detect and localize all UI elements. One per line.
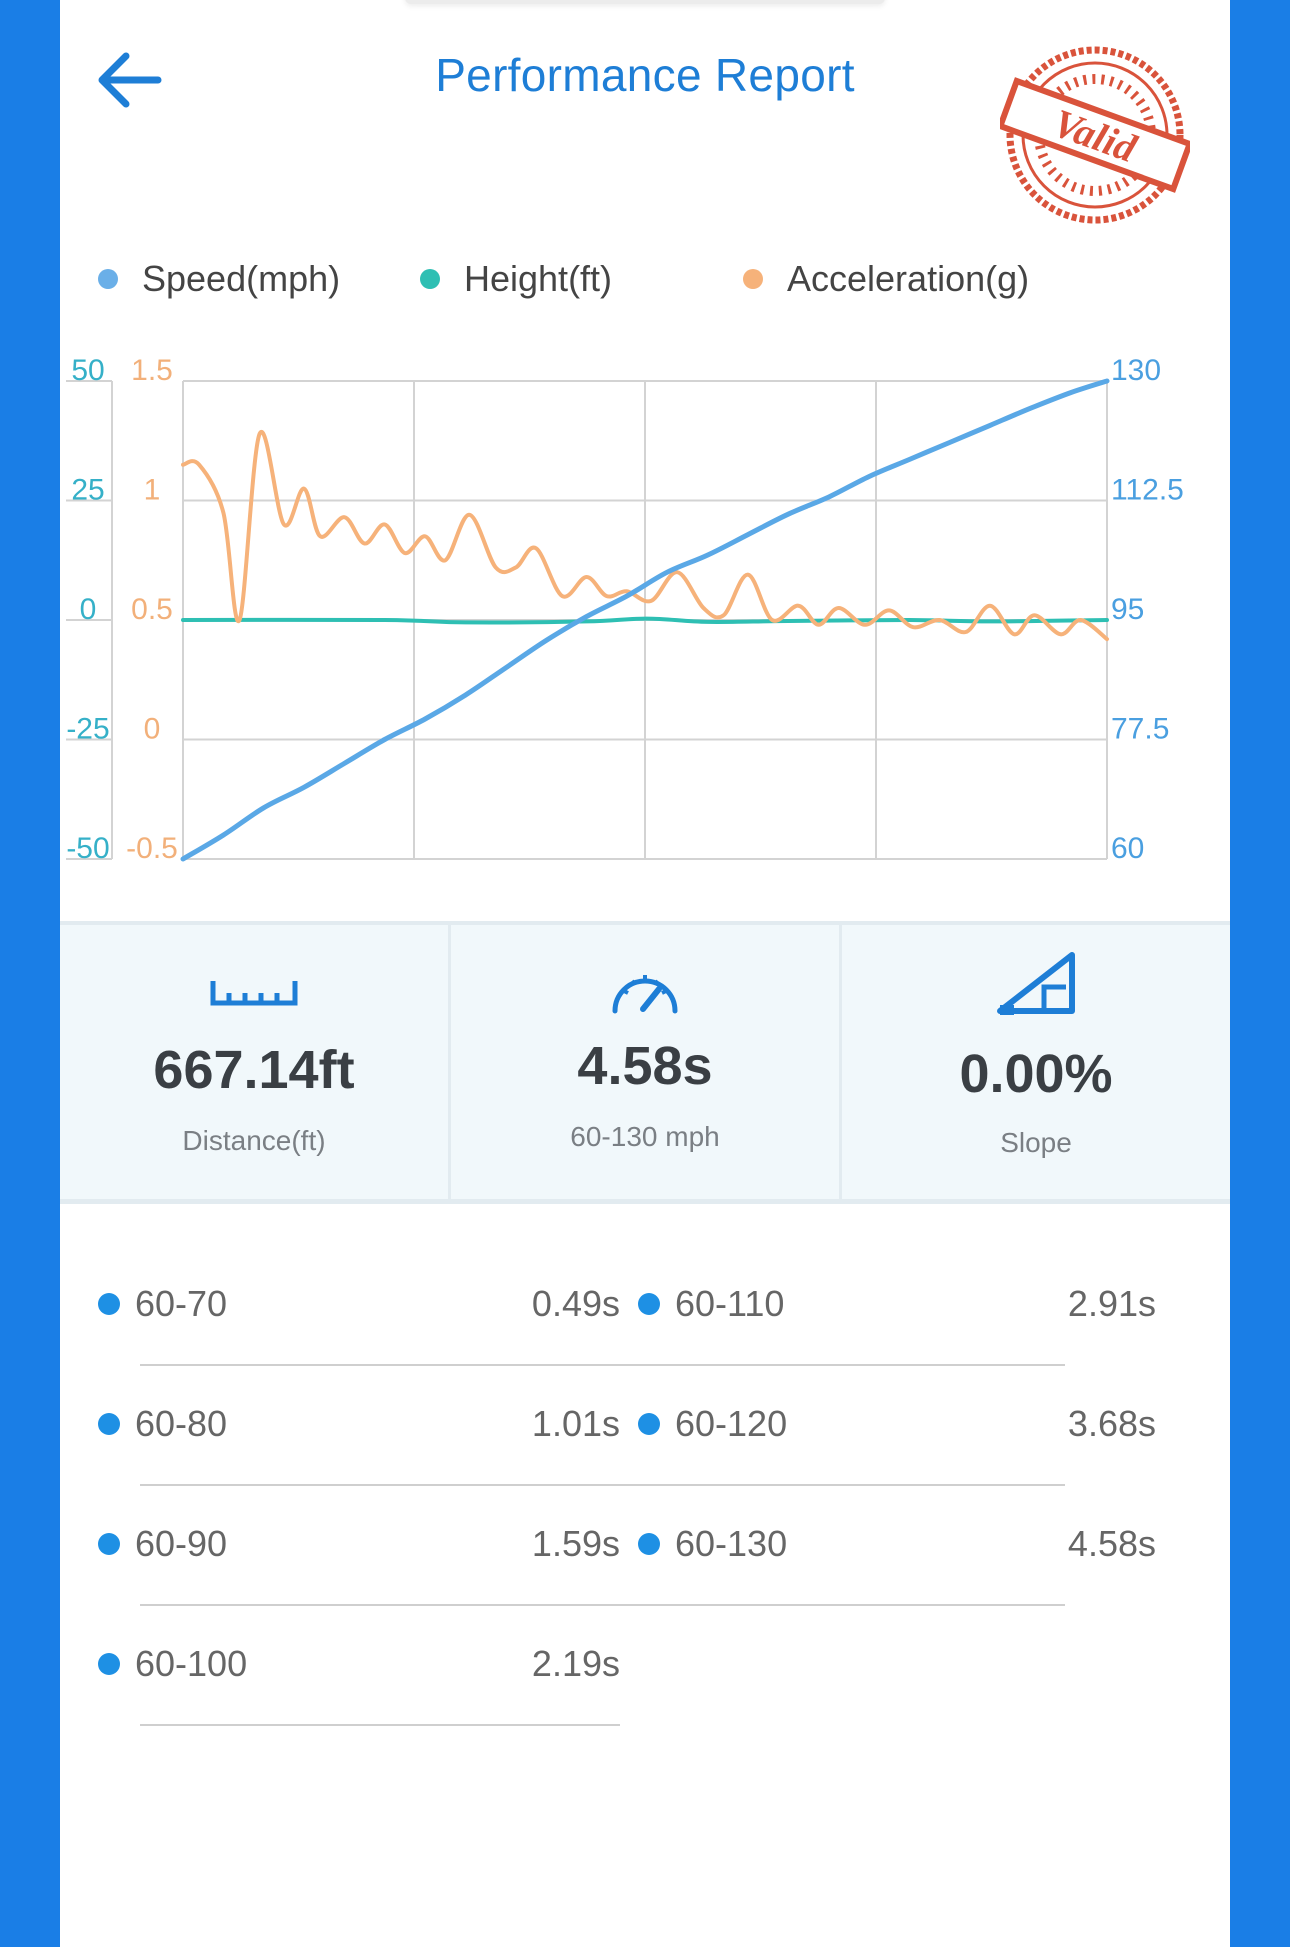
legend-dot bbox=[743, 269, 763, 289]
split-dot bbox=[98, 1533, 120, 1555]
arrow-left-icon bbox=[98, 52, 162, 108]
height-tick-label: 25 bbox=[71, 474, 104, 507]
split-divider bbox=[140, 1364, 1065, 1366]
split-range: 60-100 bbox=[135, 1643, 248, 1684]
acceleration-tick-label: 1 bbox=[144, 474, 161, 507]
split-range: 60-70 bbox=[135, 1283, 228, 1324]
split-range: 60-80 bbox=[135, 1403, 228, 1444]
speed-series-line bbox=[180, 378, 1110, 862]
split-range: 60-110 bbox=[675, 1283, 785, 1324]
stats-panel: 667.14ft Distance(ft) 4.58s 60-130 mph 0… bbox=[60, 921, 1230, 1204]
ruler-icon bbox=[210, 981, 298, 1006]
performance-report-screen: Performance Report Valid Speed(mph) Heig… bbox=[60, 0, 1230, 1947]
stat-distance: 667.14ft Distance(ft) bbox=[60, 925, 448, 1199]
split-divider bbox=[140, 1484, 1065, 1486]
speed-tick-label: 130 bbox=[1111, 354, 1161, 387]
split-row[interactable]: 60-70 0.49s bbox=[60, 1245, 620, 1366]
acceleration-tick-label: -0.5 bbox=[126, 832, 178, 865]
chart-legend: Speed(mph) Height(ft) Acceleration(g) bbox=[60, 258, 1230, 308]
split-row[interactable]: 60-100 2.19s bbox=[60, 1605, 620, 1726]
stat-value: 667.14ft bbox=[153, 1040, 355, 1100]
speed-tick-label: 60 bbox=[1111, 832, 1144, 865]
stat-label: Slope bbox=[1000, 1127, 1072, 1158]
split-dot bbox=[98, 1413, 120, 1435]
legend-item-height[interactable]: Height(ft) bbox=[420, 258, 612, 300]
legend-dot bbox=[98, 269, 118, 289]
split-row[interactable]: 60-80 1.01s bbox=[60, 1365, 620, 1486]
speedometer-icon bbox=[612, 975, 678, 1014]
split-range: 60-130 bbox=[675, 1523, 788, 1564]
legend-label: Height(ft) bbox=[464, 258, 613, 299]
height-tick-label: 50 bbox=[71, 354, 104, 387]
split-dot bbox=[638, 1413, 660, 1435]
back-button[interactable] bbox=[88, 40, 168, 120]
stat-value: 0.00% bbox=[959, 1044, 1113, 1104]
split-time: 2.19s bbox=[531, 1643, 620, 1684]
split-row[interactable]: 60-90 1.59s bbox=[60, 1485, 620, 1606]
legend-item-acceleration[interactable]: Acceleration(g) bbox=[743, 258, 1029, 300]
split-row[interactable]: 60-110 2.91s bbox=[140, 1245, 1156, 1366]
split-time: 3.68s bbox=[1067, 1403, 1156, 1444]
split-dot bbox=[638, 1293, 660, 1315]
stat-label: 60-130 mph bbox=[570, 1121, 720, 1152]
height-tick-label: 0 bbox=[80, 593, 97, 626]
acceleration-series-line bbox=[181, 429, 1109, 642]
speed-tick-label: 112.5 bbox=[1111, 474, 1184, 507]
split-divider bbox=[140, 1604, 1065, 1606]
acceleration-tick-label: 0 bbox=[144, 713, 161, 746]
speed-tick-label: 95 bbox=[1111, 593, 1144, 626]
split-time: 1.01s bbox=[531, 1403, 620, 1444]
height-series-line bbox=[181, 616, 1109, 625]
slope-icon bbox=[997, 952, 1075, 1015]
split-range: 60-90 bbox=[135, 1523, 228, 1564]
legend-label: Speed(mph) bbox=[142, 258, 341, 299]
split-dot bbox=[638, 1533, 660, 1555]
legend-label: Acceleration(g) bbox=[787, 258, 1030, 299]
stat-slope: 0.00% Slope bbox=[839, 925, 1230, 1199]
split-time: 4.58s bbox=[1067, 1523, 1156, 1564]
split-dot bbox=[98, 1293, 120, 1315]
legend-dot bbox=[420, 269, 440, 289]
stat-time: 4.58s 60-130 mph bbox=[448, 925, 839, 1199]
performance-chart[interactable]: 50 25 0 -25 -50 1.5 1 0.5 0 -0.5 130 112.5 95 77.5 60 bbox=[60, 330, 1230, 890]
split-divider bbox=[140, 1724, 620, 1726]
split-time: 0.49s bbox=[531, 1283, 620, 1324]
split-time: 2.91s bbox=[1067, 1283, 1156, 1324]
stat-value: 4.58s bbox=[577, 1036, 713, 1096]
legend-item-speed[interactable]: Speed(mph) bbox=[98, 258, 340, 300]
split-row[interactable]: 60-120 3.68s bbox=[140, 1365, 1156, 1486]
acceleration-tick-label: 0.5 bbox=[131, 593, 173, 626]
height-tick-label: -50 bbox=[66, 832, 109, 865]
valid-stamp: Valid bbox=[1000, 46, 1190, 224]
split-row[interactable]: 60-130 4.58s bbox=[140, 1485, 1156, 1606]
split-range: 60-120 bbox=[675, 1403, 788, 1444]
stat-label: Distance(ft) bbox=[182, 1125, 326, 1156]
acceleration-tick-label: 1.5 bbox=[131, 354, 173, 387]
page-title: Performance Report bbox=[435, 49, 855, 101]
top-sheet-handle bbox=[405, 0, 885, 4]
split-dot bbox=[98, 1653, 120, 1675]
split-time: 1.59s bbox=[531, 1523, 620, 1564]
height-tick-label: -25 bbox=[66, 713, 109, 746]
speed-tick-label: 77.5 bbox=[1111, 713, 1169, 746]
